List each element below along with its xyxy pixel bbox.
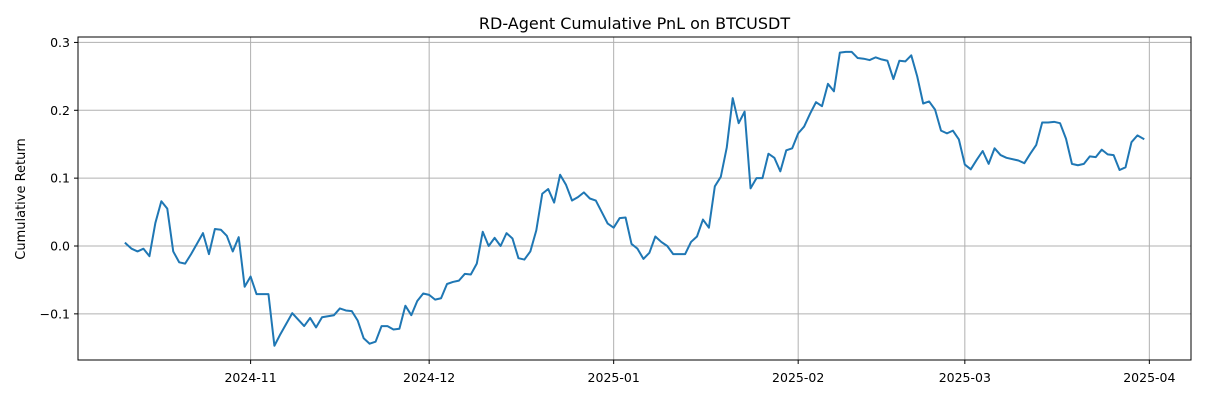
y-tick-label: 0.2 <box>50 103 70 118</box>
grid-lines <box>78 37 1191 360</box>
x-tick-label: 2025-02 <box>772 370 824 385</box>
x-tick-label: 2025-04 <box>1123 370 1175 385</box>
y-tick-label: 0.3 <box>50 35 70 50</box>
x-tick-label: 2025-01 <box>588 370 640 385</box>
plot-frame <box>77 36 1192 361</box>
series-line <box>124 50 1145 347</box>
x-axis: 2024-11 2024-12 2025-01 2025-02 2025-03 2025-… <box>224 360 1175 385</box>
x-tick-label: 2024-12 <box>403 370 455 385</box>
y-axis-label: Cumulative Return <box>14 138 29 259</box>
y-tick-label: 0.0 <box>50 239 70 254</box>
x-tick-label: 2024-11 <box>224 370 276 385</box>
y-axis: −0.1 0.0 0.1 0.2 0.3 <box>40 35 78 321</box>
y-tick-label: 0.1 <box>50 171 70 186</box>
chart-title: RD-Agent Cumulative PnL on BTCUSDT <box>479 14 790 33</box>
y-tick-label: −0.1 <box>40 306 70 321</box>
x-tick-label: 2025-03 <box>939 370 991 385</box>
